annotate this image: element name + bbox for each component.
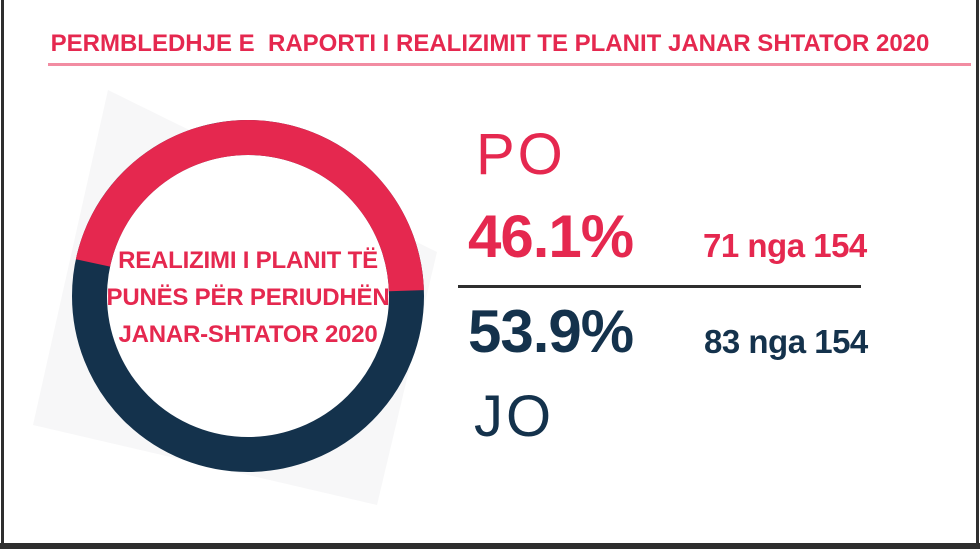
stats-divider-line <box>458 285 861 288</box>
title-underline <box>48 63 971 66</box>
page-title: PERMBLEDHJE E RAPORTI I REALIZIMIT TE PL… <box>50 30 930 57</box>
donut-center-label-line2: PUNËS PËR PERIUDHËN <box>106 284 390 311</box>
no-count-value: 83 nga 154 <box>704 323 868 360</box>
no-label: JO <box>474 384 555 449</box>
no-percent-value: 53.9% <box>468 298 634 365</box>
slide-border-right <box>976 0 979 549</box>
yes-count-value: 71 nga 154 <box>703 227 867 264</box>
donut-center-label-line1: REALIZIMI I PLANIT TË <box>118 247 378 274</box>
yes-label: PO <box>476 122 566 187</box>
donut-center-label-line3: JANAR-SHTATOR 2020 <box>118 321 378 348</box>
donut-segment-po <box>72 120 424 472</box>
donut-chart <box>72 120 424 472</box>
slide-border-bottom <box>0 543 980 549</box>
yes-percent-value: 46.1% <box>468 203 634 270</box>
slide-border-left <box>1 0 4 549</box>
donut-center-label: REALIZIMI I PLANIT TË PUNËS PËR PERIUDHË… <box>98 242 398 353</box>
donut-inner-disc <box>72 120 424 472</box>
